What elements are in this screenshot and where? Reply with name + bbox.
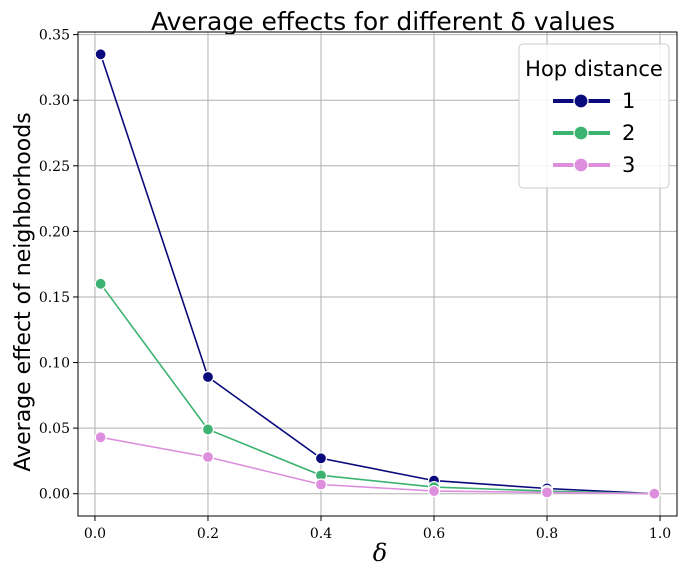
series-line xyxy=(100,436,655,495)
data-point xyxy=(94,277,107,290)
data-point xyxy=(427,484,441,498)
y-tick-label: 0.05 xyxy=(39,421,70,437)
data-point xyxy=(540,486,554,499)
x-tick-label: 0.6 xyxy=(423,526,445,542)
legend: Hop distance 1 2 3 xyxy=(518,43,670,189)
legend-entry: 3 xyxy=(553,153,635,177)
x-tick-label: 0.0 xyxy=(84,526,106,542)
series-layer xyxy=(94,48,661,500)
y-axis-ticks: 0.00 0.05 0.10 0.15 0.20 0.25 0.30 0.35 xyxy=(39,28,78,503)
series-line xyxy=(99,54,655,495)
y-tick-label: 0.00 xyxy=(39,487,70,503)
x-tick-label: 0.8 xyxy=(536,526,558,542)
x-tick-label: 0.4 xyxy=(310,526,332,542)
data-point xyxy=(201,370,215,384)
legend-marker xyxy=(573,125,589,141)
y-axis-label: Average effect of neighborhoods xyxy=(11,112,36,471)
data-point xyxy=(94,48,107,61)
data-point xyxy=(314,478,328,491)
data-point xyxy=(201,423,215,436)
legend-label: 1 xyxy=(622,89,635,113)
x-axis-label: δ xyxy=(373,539,387,565)
data-point xyxy=(648,487,661,500)
plot-frame xyxy=(77,31,678,517)
y-tick-label: 0.25 xyxy=(39,159,70,175)
y-tick-label: 0.35 xyxy=(39,28,70,44)
data-point xyxy=(314,452,328,465)
legend-label: 3 xyxy=(622,153,635,177)
legend-entry: 1 xyxy=(553,89,635,113)
legend-marker xyxy=(573,157,589,173)
y-tick-label: 0.15 xyxy=(39,290,70,306)
y-tick-label: 0.30 xyxy=(39,93,70,109)
x-tick-label: 1.0 xyxy=(649,526,671,542)
series-2 xyxy=(94,277,661,500)
legend-entry: 2 xyxy=(553,121,635,145)
legend-label: 2 xyxy=(622,121,635,145)
y-tick-label: 0.10 xyxy=(39,356,70,372)
legend-title: Hop distance xyxy=(525,57,663,81)
y-tick-label: 0.20 xyxy=(39,224,70,240)
series-3 xyxy=(94,431,661,500)
legend-entries: 1 2 3 xyxy=(553,89,635,177)
x-tick-label: 0.2 xyxy=(197,526,219,542)
chart-title: Average effects for different δ values xyxy=(151,7,615,36)
data-point xyxy=(201,450,215,464)
x-axis-ticks: 0.0 0.2 0.4 0.6 0.8 1.0 xyxy=(84,516,671,542)
grid-lines xyxy=(78,32,677,516)
legend-box xyxy=(518,43,670,189)
legend-marker xyxy=(573,93,589,109)
data-point xyxy=(94,431,107,444)
series-line xyxy=(99,283,655,495)
